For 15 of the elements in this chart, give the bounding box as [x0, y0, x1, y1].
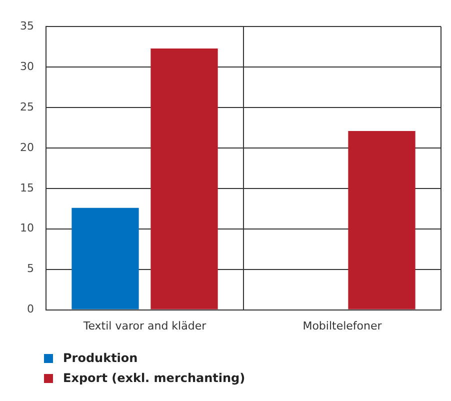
- y-tick-label: 30: [20, 60, 34, 73]
- x-tick-label: Mobiltelefoner: [302, 319, 382, 332]
- legend-label: Export (exkl. merchanting): [63, 371, 246, 385]
- x-tick-label: Textil varor and kläder: [82, 319, 207, 332]
- bar: [348, 130, 416, 310]
- y-tick-label: 35: [20, 19, 34, 32]
- y-tick-label: 20: [20, 140, 34, 154]
- legend-label: Produktion: [63, 351, 138, 365]
- bar: [72, 208, 139, 310]
- y-tick-label: 5: [26, 262, 34, 276]
- y-tick-label: 0: [26, 302, 34, 316]
- y-tick-label: 10: [20, 222, 34, 235]
- bar: [150, 48, 218, 310]
- y-tick-label: 25: [20, 100, 34, 114]
- y-tick-label: 15: [20, 181, 34, 194]
